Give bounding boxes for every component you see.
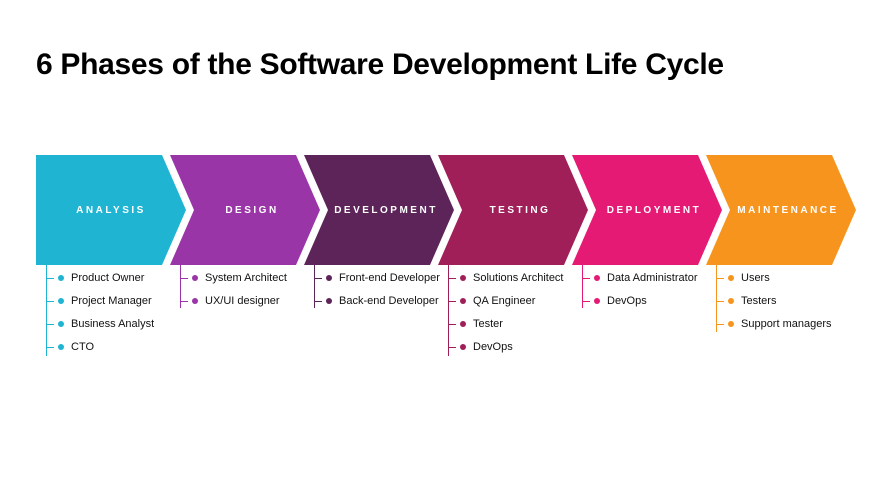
bullet-dot-icon bbox=[728, 321, 734, 327]
phase-roles: System Architect UX/UI designer bbox=[180, 272, 287, 318]
connector-h bbox=[46, 347, 54, 348]
phase-chevron: DEVELOPMENT bbox=[304, 155, 454, 265]
phase-label: DEVELOPMENT bbox=[304, 155, 454, 265]
phase-label: MAINTENANCE bbox=[706, 155, 856, 265]
role-label: Product Owner bbox=[71, 272, 144, 284]
connector-h bbox=[314, 301, 322, 302]
bullet-dot-icon bbox=[460, 298, 466, 304]
phase-roles: Data Administrator DevOps bbox=[582, 272, 697, 318]
phase-chevron: ANALYSIS bbox=[36, 155, 186, 265]
role-item: Support managers bbox=[716, 318, 832, 330]
phase-label: DEPLOYMENT bbox=[572, 155, 722, 265]
connector-h bbox=[582, 278, 590, 279]
phase-chevron: DEPLOYMENT bbox=[572, 155, 722, 265]
bullet-dot-icon bbox=[192, 298, 198, 304]
phase-roles: Product Owner Project Manager Business Ana… bbox=[46, 272, 154, 364]
role-label: Business Analyst bbox=[71, 318, 154, 330]
bullet-dot-icon bbox=[326, 298, 332, 304]
role-item: System Architect bbox=[180, 272, 287, 284]
phase-chevron: TESTING bbox=[438, 155, 588, 265]
role-item: Solutions Architect bbox=[448, 272, 564, 284]
bullet-dot-icon bbox=[594, 275, 600, 281]
phase-roles: Users Testers Support managers bbox=[716, 272, 832, 341]
role-item: QA Engineer bbox=[448, 295, 564, 307]
role-item: Business Analyst bbox=[46, 318, 154, 330]
bullet-dot-icon bbox=[58, 344, 64, 350]
role-label: Testers bbox=[741, 295, 776, 307]
connector-h bbox=[180, 278, 188, 279]
phase-label: TESTING bbox=[438, 155, 588, 265]
phase-label: ANALYSIS bbox=[36, 155, 186, 265]
role-label: Solutions Architect bbox=[473, 272, 564, 284]
role-label: QA Engineer bbox=[473, 295, 535, 307]
connector-h bbox=[314, 278, 322, 279]
role-item: Front-end Developer bbox=[314, 272, 440, 284]
role-label: DevOps bbox=[473, 341, 513, 353]
role-label: UX/UI designer bbox=[205, 295, 280, 307]
role-label: Project Manager bbox=[71, 295, 152, 307]
phase-chevron: MAINTENANCE bbox=[706, 155, 856, 265]
connector-h bbox=[716, 278, 724, 279]
phase-chevron-row: ANALYSISDESIGNDEVELOPMENTTESTINGDEPLOYME… bbox=[36, 155, 856, 265]
connector-h bbox=[46, 301, 54, 302]
role-item: Product Owner bbox=[46, 272, 154, 284]
role-label: CTO bbox=[71, 341, 94, 353]
role-item: CTO bbox=[46, 341, 154, 353]
role-item: Testers bbox=[716, 295, 832, 307]
connector-h bbox=[448, 347, 456, 348]
bullet-dot-icon bbox=[58, 275, 64, 281]
phase-label: DESIGN bbox=[170, 155, 320, 265]
bullet-dot-icon bbox=[326, 275, 332, 281]
role-label: Front-end Developer bbox=[339, 272, 440, 284]
role-item: Data Administrator bbox=[582, 272, 697, 284]
phase-chevron: DESIGN bbox=[170, 155, 320, 265]
bullet-dot-icon bbox=[192, 275, 198, 281]
bullet-dot-icon bbox=[460, 321, 466, 327]
role-label: Data Administrator bbox=[607, 272, 697, 284]
role-label: System Architect bbox=[205, 272, 287, 284]
role-item: Users bbox=[716, 272, 832, 284]
role-item: Project Manager bbox=[46, 295, 154, 307]
connector-h bbox=[582, 301, 590, 302]
phase-roles: Front-end Developer Back-end Developer bbox=[314, 272, 440, 318]
connector-h bbox=[716, 301, 724, 302]
connector-h bbox=[46, 278, 54, 279]
bullet-dot-icon bbox=[58, 321, 64, 327]
bullet-dot-icon bbox=[594, 298, 600, 304]
role-label: Back-end Developer bbox=[339, 295, 439, 307]
role-item: DevOps bbox=[448, 341, 564, 353]
bullet-dot-icon bbox=[460, 275, 466, 281]
page-title: 6 Phases of the Software Development Lif… bbox=[36, 48, 724, 82]
bullet-dot-icon bbox=[460, 344, 466, 350]
bullet-dot-icon bbox=[58, 298, 64, 304]
bullet-dot-icon bbox=[728, 298, 734, 304]
role-label: Tester bbox=[473, 318, 503, 330]
role-label: Support managers bbox=[741, 318, 832, 330]
role-item: Tester bbox=[448, 318, 564, 330]
role-item: Back-end Developer bbox=[314, 295, 440, 307]
connector-h bbox=[716, 324, 724, 325]
role-label: Users bbox=[741, 272, 770, 284]
connector-h bbox=[448, 278, 456, 279]
bullet-dot-icon bbox=[728, 275, 734, 281]
connector-h bbox=[180, 301, 188, 302]
connector-h bbox=[448, 301, 456, 302]
phase-roles: Solutions Architect QA Engineer Tester DevO… bbox=[448, 272, 564, 364]
role-item: UX/UI designer bbox=[180, 295, 287, 307]
connector-h bbox=[46, 324, 54, 325]
role-item: DevOps bbox=[582, 295, 697, 307]
role-label: DevOps bbox=[607, 295, 647, 307]
connector-h bbox=[448, 324, 456, 325]
